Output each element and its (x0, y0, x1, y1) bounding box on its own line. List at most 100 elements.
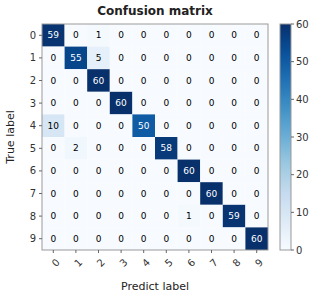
cell-label: 0 (141, 166, 147, 176)
cell-label: 0 (163, 121, 169, 131)
cell-label: 0 (141, 143, 147, 153)
cell-label: 0 (186, 30, 192, 40)
cell-label: 60 (183, 166, 195, 176)
colorbar-tick (291, 24, 294, 25)
cell (245, 24, 268, 47)
cell-label: 0 (141, 98, 147, 108)
cell (132, 92, 155, 115)
x-tick (188, 250, 189, 253)
x-tick (53, 250, 54, 253)
colorbar-tick-label: 60 (296, 19, 309, 30)
cell (110, 114, 133, 137)
chart: Confusion matrix590100000000555000000000… (0, 0, 326, 300)
cell-label: 10 (48, 121, 60, 131)
cell (132, 69, 155, 92)
cell (200, 205, 223, 228)
cell-label: 0 (96, 234, 102, 244)
cell-label: 0 (186, 234, 192, 244)
cell-label: 0 (209, 143, 215, 153)
cell (110, 160, 133, 183)
cell-label: 60 (206, 189, 218, 199)
cell (132, 47, 155, 70)
cell (132, 227, 155, 250)
x-tick (75, 250, 76, 253)
cell (65, 114, 88, 137)
cell (42, 92, 65, 115)
cell-label: 0 (96, 143, 102, 153)
x-tick (256, 250, 257, 253)
cell-label: 0 (141, 76, 147, 86)
x-tick (211, 250, 212, 253)
plot-frame (42, 24, 268, 250)
cell-label: 0 (50, 76, 56, 86)
cell (245, 160, 268, 183)
x-tick-label: 3 (117, 257, 129, 269)
cell-label: 0 (231, 189, 237, 199)
cell-label: 0 (96, 211, 102, 221)
cell (87, 24, 110, 47)
cell (110, 69, 133, 92)
cell-label: 0 (231, 76, 237, 86)
cell (200, 92, 223, 115)
y-tick-label: 2 (30, 75, 36, 86)
cell (200, 69, 223, 92)
cell-label: 0 (73, 211, 79, 221)
colorbar-tick (291, 99, 294, 100)
cell-label: 0 (73, 166, 79, 176)
cell (200, 114, 223, 137)
cell (223, 182, 246, 205)
cell-label: 59 (48, 30, 60, 40)
y-tick-label: 8 (30, 211, 36, 222)
cell-label: 0 (73, 98, 79, 108)
cell-label: 0 (186, 143, 192, 153)
cell-label: 0 (96, 189, 102, 199)
cell (178, 205, 201, 228)
cell (245, 182, 268, 205)
x-tick (143, 250, 144, 253)
cell-label: 0 (73, 189, 79, 199)
cell (245, 205, 268, 228)
cell-label: 0 (141, 189, 147, 199)
title: Confusion matrix (97, 4, 213, 18)
cell (65, 137, 88, 160)
cell-label: 1 (186, 211, 192, 221)
cell-label: 0 (50, 234, 56, 244)
cell (245, 114, 268, 137)
cell-label: 0 (254, 121, 260, 131)
x-tick (121, 250, 122, 253)
cell (42, 137, 65, 160)
cell (110, 24, 133, 47)
cell-label: 0 (50, 211, 56, 221)
y-axis-label: True label (4, 110, 17, 164)
cell (87, 47, 110, 70)
x-tick-label: 9 (253, 257, 265, 269)
cell-label: 0 (231, 234, 237, 244)
y-tick-label: 1 (30, 52, 36, 63)
cell (200, 227, 223, 250)
cell (132, 205, 155, 228)
cell-label: 60 (115, 98, 127, 108)
cell (110, 47, 133, 70)
colorbar-tick-label: 30 (296, 132, 309, 143)
colorbar-tick (291, 61, 294, 62)
cell-label: 0 (231, 30, 237, 40)
cell (223, 137, 246, 160)
cell (42, 69, 65, 92)
cell (65, 227, 88, 250)
cell (245, 227, 268, 250)
cell-label: 0 (209, 53, 215, 63)
cell-label: 2 (73, 143, 79, 153)
x-tick-label: 4 (140, 257, 152, 269)
cell (42, 114, 65, 137)
cell-label: 0 (209, 98, 215, 108)
cell (178, 69, 201, 92)
cell-label: 0 (50, 166, 56, 176)
cell-label: 5 (96, 53, 102, 63)
cell (155, 205, 178, 228)
cell (87, 92, 110, 115)
cell (223, 69, 246, 92)
cell-label: 0 (254, 189, 260, 199)
cell (110, 92, 133, 115)
cell (223, 92, 246, 115)
y-tick-label: 9 (30, 233, 36, 244)
